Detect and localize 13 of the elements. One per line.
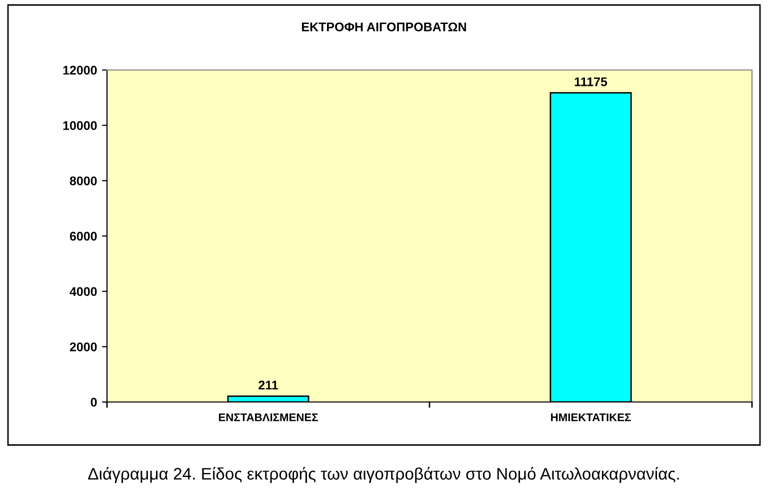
chart-title: ΕΚΤΡΟΦΗ ΑΙΓΟΠΡΟΒΑΤΩΝ	[302, 22, 466, 32]
y-tick-label: 0	[90, 398, 97, 407]
y-tick-label: 6000	[70, 232, 97, 241]
y-tick-label: 8000	[70, 176, 97, 186]
data-label: 11175	[574, 77, 608, 86]
y-tick-label: 10000	[63, 121, 97, 130]
data-label: 211	[258, 380, 278, 390]
y-tick-label: 2000	[70, 342, 97, 352]
x-tick-label: ΕΝΣΤΑΒΛΙΣΜΕΝΕΣ	[218, 414, 318, 422]
y-tick-label: 12000	[63, 66, 97, 75]
text: Διάγραμμα 24. Είδος εκτροφής των αιγοπροβάτων στο Νομό Αιτωλοακαρνανίας.	[88, 466, 679, 484]
y-tick-label: 4000	[70, 287, 97, 296]
x-tick-label: ΗΜΙΕΚΤΑΤΙΚΕΣ	[551, 414, 631, 422]
